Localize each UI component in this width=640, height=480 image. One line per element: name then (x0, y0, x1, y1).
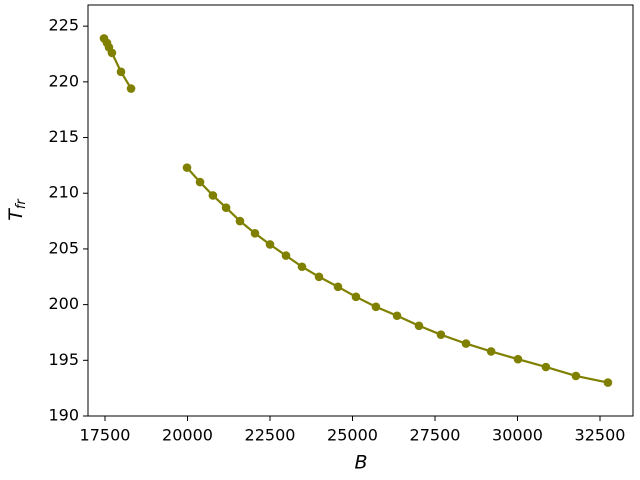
marker (195, 177, 205, 187)
x-tick-label: 22500 (245, 426, 296, 445)
x-axis-label: B (354, 452, 367, 474)
marker (436, 330, 446, 339)
marker (351, 292, 361, 302)
marker (107, 48, 117, 58)
marker (603, 378, 613, 387)
x-tick-label: 32500 (575, 426, 626, 445)
y-tick-label: 225 (48, 16, 79, 35)
marker (371, 302, 381, 312)
marker (126, 84, 136, 93)
x-tick-label: 20000 (162, 426, 213, 445)
marker (513, 354, 523, 364)
y-tick-label: 195 (48, 350, 79, 369)
marker (314, 272, 324, 282)
marker (250, 229, 260, 238)
marker (461, 339, 471, 348)
y-tick-label: 215 (48, 127, 79, 146)
x-tick-label: 30000 (492, 426, 543, 445)
marker (333, 282, 343, 292)
marker (392, 311, 402, 321)
y-axis-label-subscript: fr (14, 198, 29, 210)
marker (571, 371, 581, 381)
plot-frame (87, 4, 634, 417)
y-tick-label: 220 (48, 71, 79, 90)
marker (221, 203, 231, 213)
y-axis-label-main: T (5, 208, 27, 221)
marker (235, 216, 245, 226)
marker (116, 67, 126, 77)
x-tick-label: 25000 (327, 426, 378, 445)
marker (486, 347, 496, 356)
marker (265, 240, 275, 249)
marker (297, 262, 307, 272)
y-tick-label: 200 (48, 294, 79, 313)
marker (208, 191, 218, 200)
marker (182, 163, 192, 172)
marker (541, 362, 551, 372)
marker (414, 321, 424, 331)
x-tick-label: 27500 (410, 426, 461, 445)
y-axis-label: Tfr (5, 198, 29, 221)
y-tick-label: 205 (48, 238, 79, 257)
marker (281, 251, 291, 260)
x-tick-label: 17500 (80, 426, 131, 445)
y-tick-label: 210 (48, 183, 79, 202)
series-line (103, 37, 609, 384)
y-tick-label: 190 (48, 406, 79, 425)
